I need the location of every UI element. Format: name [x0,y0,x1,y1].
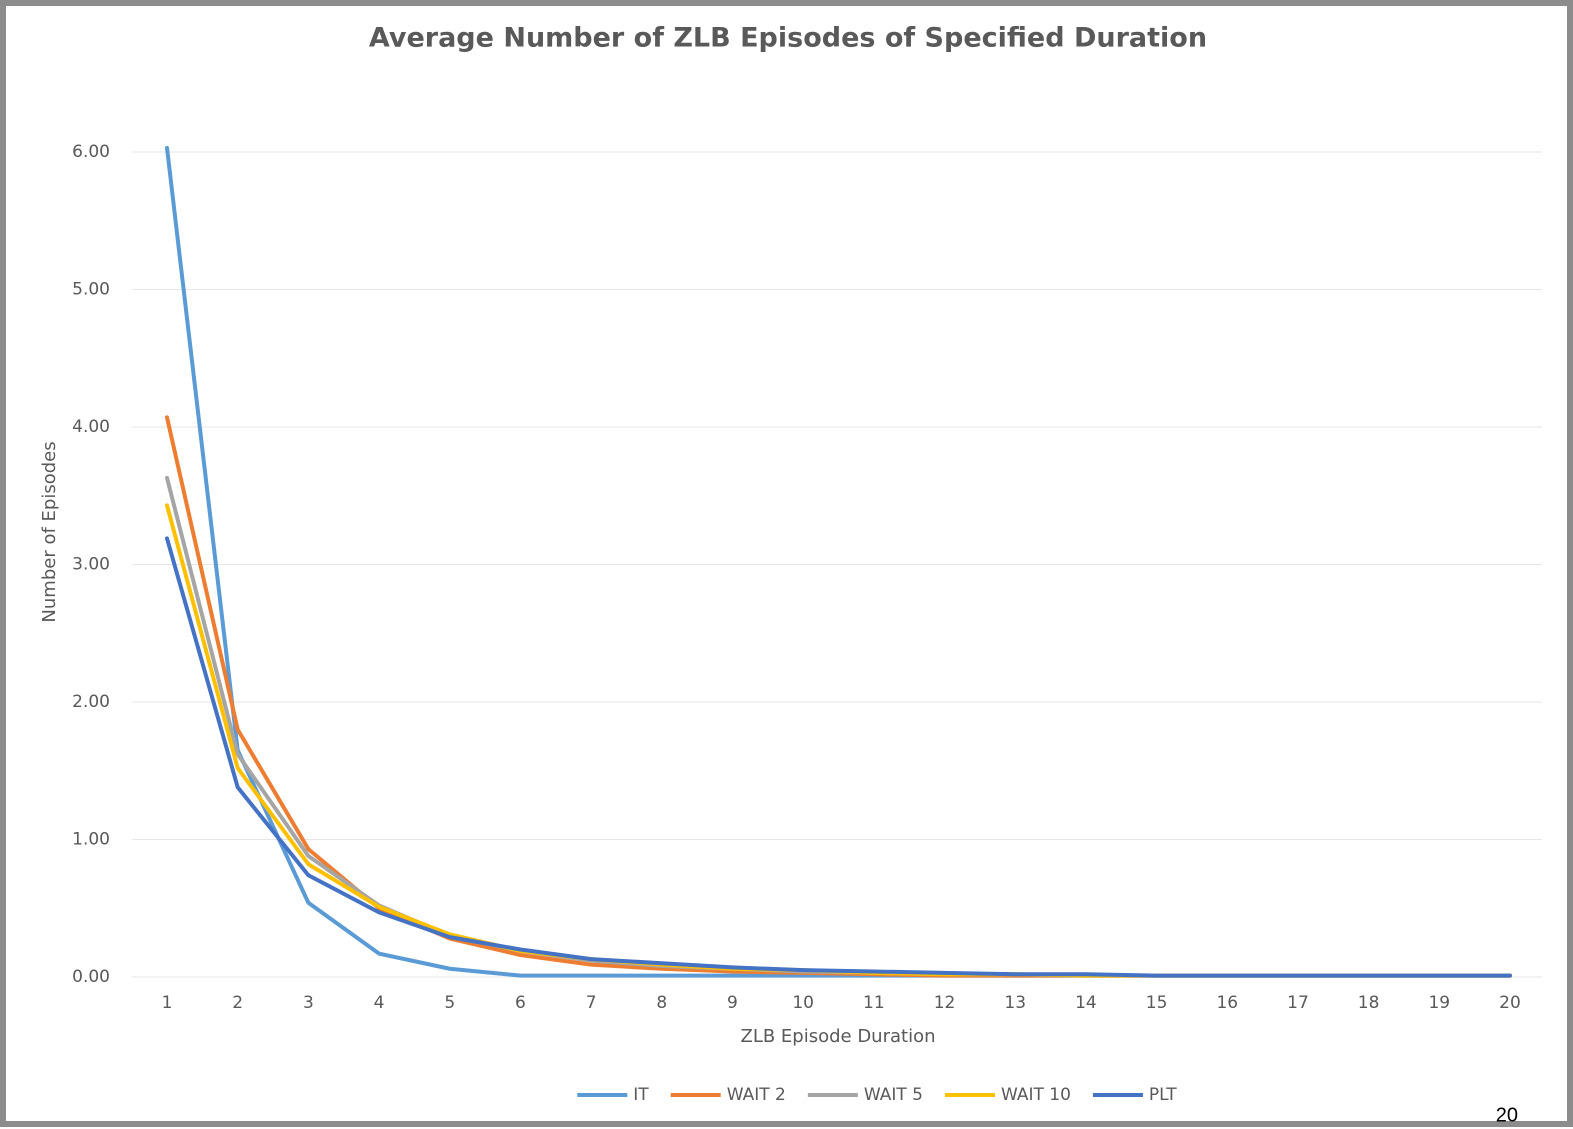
y-tick-label: 6.00 [72,142,110,162]
x-tick-label: 11 [863,993,885,1013]
chart-title: Average Number of ZLB Episodes of Specif… [369,23,1207,54]
x-tick-label: 16 [1216,993,1238,1013]
legend-label: WAIT 2 [727,1085,786,1105]
y-axis-title: Number of Episodes [39,441,60,622]
x-tick-label: 12 [934,993,956,1013]
x-tick-label: 17 [1287,993,1309,1013]
x-tick-label: 19 [1428,993,1450,1013]
x-tick-label: 7 [586,993,597,1013]
legend-label: PLT [1149,1085,1177,1105]
x-tick-label: 15 [1146,993,1168,1013]
y-tick-label: 3.00 [72,555,110,575]
y-tick-label: 2.00 [72,692,110,712]
x-tick-label: 6 [515,993,526,1013]
x-tick-label: 5 [444,993,455,1013]
page-number: 20 [1496,1104,1518,1126]
x-tick-label: 9 [727,993,738,1013]
y-tick-label: 0.00 [72,967,110,987]
legend-label: WAIT 10 [1001,1085,1071,1105]
y-tick-label: 1.00 [72,830,110,850]
y-tick-label: 5.00 [72,280,110,300]
legend-label: WAIT 5 [864,1085,923,1105]
series-line [165,536,1512,978]
x-tick-label: 20 [1499,993,1521,1013]
x-tick-label: 14 [1075,993,1097,1013]
x-tick-label: 8 [656,993,667,1013]
x-tick-label: 1 [162,993,173,1013]
legend-label: IT [633,1085,649,1105]
x-axis-title: ZLB Episode Duration [740,1026,935,1047]
x-tick-label: 4 [374,993,385,1013]
x-tick-label: 2 [232,993,243,1013]
y-tick-label: 4.00 [72,417,110,437]
x-tick-label: 10 [792,993,814,1013]
x-tick-label: 3 [303,993,314,1013]
x-tick-label: 13 [1004,993,1026,1013]
x-tick-label: 18 [1358,993,1380,1013]
